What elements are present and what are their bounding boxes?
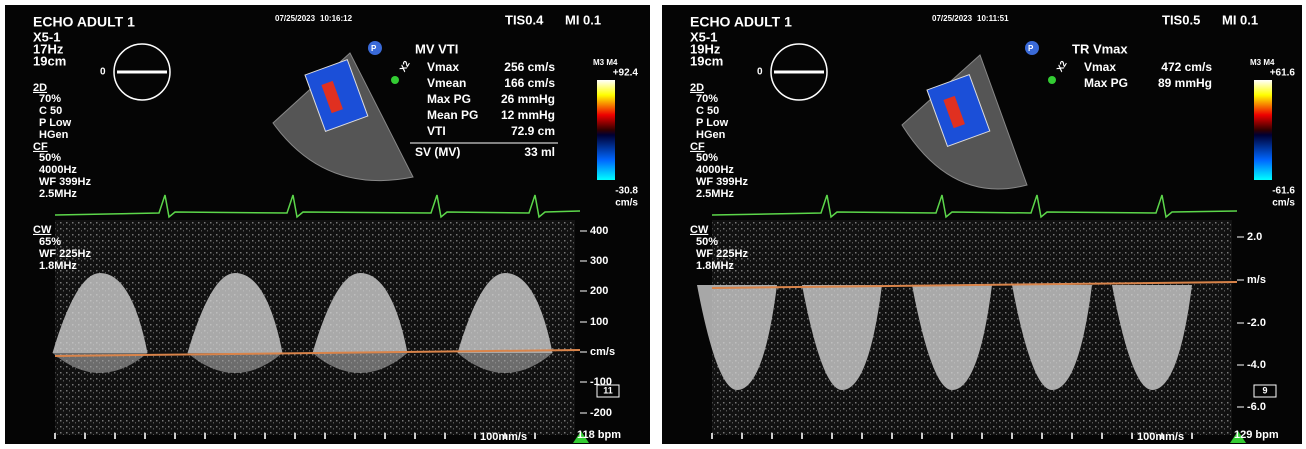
header-date: 07/25/2023 — [932, 14, 973, 23]
setting: 19cm — [33, 53, 66, 68]
measurement-value: 33 ml — [524, 145, 555, 159]
setting: WF 399Hz — [39, 176, 91, 188]
setting: P Low — [39, 117, 72, 129]
setting: 2.5MHz — [39, 188, 77, 200]
setting: WF 225Hz — [696, 248, 748, 260]
setting: 50% — [696, 152, 718, 164]
measurement-value: 26 mmHg — [501, 92, 555, 106]
setting: HGen — [696, 129, 726, 141]
scale-label: -2.0 — [1247, 317, 1266, 329]
zoom-dot — [391, 76, 399, 84]
echo-panel: ECHO ADULT 1 07/25/2023 10:16:12 TIS0.4 MI 0… — [5, 5, 650, 444]
setting: 1.8MHz — [39, 260, 77, 272]
header-title: ECHO ADULT 1 — [690, 14, 792, 30]
measurement-title: TR Vmax — [1072, 41, 1128, 56]
measurement-label: Vmean — [427, 76, 466, 90]
scale-label: -6.0 — [1247, 401, 1266, 413]
setting: 65% — [39, 236, 61, 248]
probe-badge: P — [1028, 44, 1034, 53]
header-tis: TIS0.4 — [505, 12, 544, 27]
color-unit: cm/s — [1272, 198, 1295, 209]
color-top: +92.4 — [613, 68, 639, 79]
setting: C 50 — [696, 105, 719, 117]
header-tis: TIS0.5 — [1162, 12, 1200, 27]
frame-number: 11 — [603, 385, 613, 395]
header-mi: MI 0.1 — [565, 12, 601, 27]
measurement-label: Max PG — [1084, 76, 1128, 90]
header-mi: MI 0.1 — [1222, 12, 1258, 27]
scale-label: 2.0 — [1247, 231, 1262, 243]
setting: C 50 — [39, 105, 62, 117]
setting: P Low — [696, 117, 729, 129]
frame-number: 9 — [1262, 385, 1267, 395]
screenshot: ECHO ADULT 1 07/25/2023 10:16:12 TIS0.4 MI 0… — [0, 0, 1306, 449]
setting: HGen — [39, 129, 69, 141]
color-unit: cm/s — [615, 198, 638, 209]
sweep-speed: 100mm/s — [480, 431, 527, 443]
depth-marker: 0 — [100, 67, 106, 78]
scale-label: cm/s — [590, 346, 615, 358]
color-bottom: -61.6 — [1272, 186, 1295, 197]
zoom-dot — [1048, 76, 1056, 84]
setting: 70% — [696, 93, 718, 105]
color-bar — [597, 80, 615, 180]
sweep-speed: 100mm/s — [1137, 431, 1184, 443]
echo-panel: ECHO ADULT 1 07/25/2023 10:11:51 TIS0.5 MI 0… — [662, 5, 1302, 444]
mode-label: CW — [690, 224, 709, 236]
setting: WF 399Hz — [696, 176, 748, 188]
scale-label: -4.0 — [1247, 359, 1266, 371]
depth-marker: 0 — [757, 67, 763, 78]
header-time: 10:11:51 — [977, 14, 1009, 23]
measurement-label: Vmax — [427, 60, 459, 74]
measurement-value: 12 mmHg — [501, 108, 555, 122]
setting: 50% — [39, 152, 61, 164]
measurement-label: SV (MV) — [415, 145, 460, 159]
measurement-title: MV VTI — [415, 41, 458, 56]
header-date: 07/25/2023 — [275, 14, 316, 23]
measurement-value: 89 mmHg — [1158, 76, 1212, 90]
heart-rate: 129 bpm — [1234, 429, 1279, 441]
scale-label: 100 — [590, 316, 608, 328]
setting: 4000Hz — [696, 164, 734, 176]
setting: 19cm — [690, 53, 723, 68]
measurement-label: Vmax — [1084, 60, 1116, 74]
header-time: 10:16:12 — [320, 14, 353, 23]
scale-label: m/s — [1247, 274, 1266, 286]
scale-label: 300 — [590, 255, 608, 267]
probe-badge: P — [371, 44, 377, 53]
color-bottom: -30.8 — [615, 186, 638, 197]
heart-rate: 118 bpm — [577, 429, 621, 441]
measurement-value: 256 cm/s — [504, 60, 555, 74]
setting: 70% — [39, 93, 61, 105]
measurement-label: Max PG — [427, 92, 471, 106]
header-title: ECHO ADULT 1 — [33, 14, 135, 30]
color-top: +61.6 — [1270, 68, 1296, 79]
measurement-value: 166 cm/s — [504, 76, 555, 90]
setting: 4000Hz — [39, 164, 77, 176]
color-map: M3 M4 — [1250, 58, 1275, 67]
scale-label: 200 — [590, 285, 608, 297]
measurement-label: Mean PG — [427, 108, 478, 122]
measurement-value: 472 cm/s — [1161, 60, 1212, 74]
color-map: M3 M4 — [593, 58, 618, 67]
scale-label: 400 — [590, 225, 608, 237]
mode-label: CW — [33, 224, 52, 236]
setting: 1.8MHz — [696, 260, 734, 272]
setting: 50% — [696, 236, 718, 248]
measurement-label: VTI — [427, 124, 446, 138]
setting: 2.5MHz — [696, 188, 734, 200]
measurement-value: 72.9 cm — [511, 124, 555, 138]
setting: WF 225Hz — [39, 248, 91, 260]
scale-label: -200 — [590, 407, 612, 419]
color-bar — [1254, 80, 1272, 180]
